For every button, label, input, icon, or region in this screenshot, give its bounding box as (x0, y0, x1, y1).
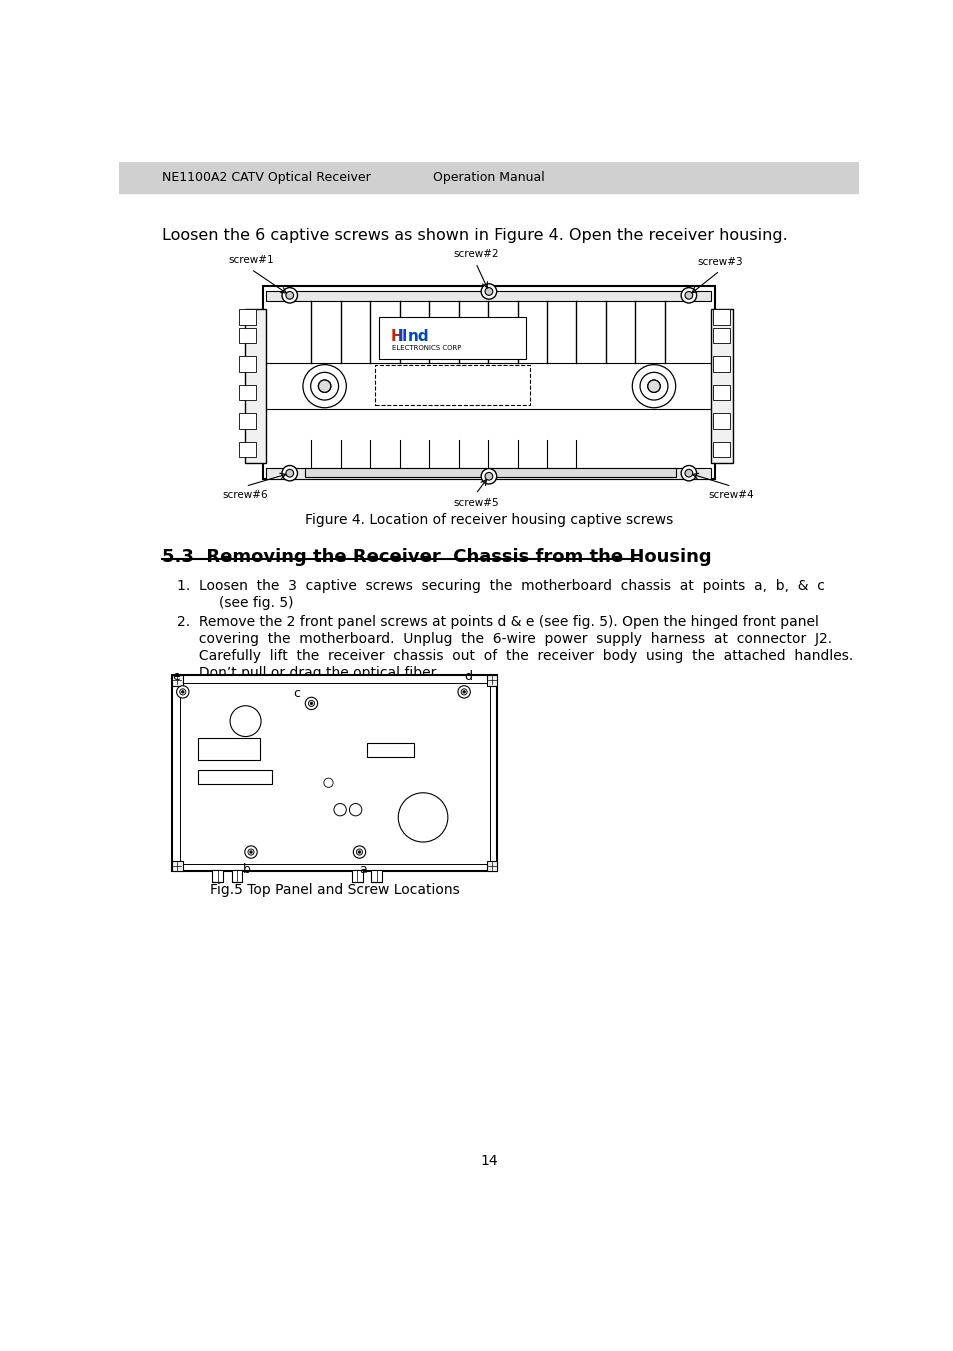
Bar (172, 676, 183, 686)
Bar (712, 442, 729, 457)
Bar (212, 870, 223, 882)
Text: Carefully  lift  the  receiver  chassis  out  of  the  receiver  body  using  th: Carefully lift the receiver chassis out … (177, 648, 853, 663)
Bar (239, 328, 256, 343)
Text: Fig.5 Top Panel and Screw Locations: Fig.5 Top Panel and Screw Locations (210, 882, 459, 897)
Text: screw#3: screw#3 (697, 257, 741, 267)
Bar (712, 357, 729, 372)
Circle shape (480, 284, 497, 299)
Bar (378, 317, 525, 359)
Bar (179, 682, 489, 863)
Text: 2.  Remove the 2 front panel screws at points d & e (see fig. 5). Open the hinge: 2. Remove the 2 front panel screws at po… (177, 615, 819, 628)
Circle shape (286, 292, 294, 299)
Circle shape (647, 380, 659, 392)
Text: e: e (172, 670, 180, 682)
Text: c: c (294, 686, 300, 700)
Bar (198, 738, 260, 759)
Circle shape (680, 288, 696, 303)
Circle shape (358, 851, 360, 854)
Bar (239, 357, 256, 372)
Circle shape (353, 846, 365, 858)
Bar (198, 770, 272, 785)
Circle shape (334, 804, 346, 816)
Bar (711, 309, 732, 463)
Text: a: a (359, 863, 367, 875)
Text: screw#1: screw#1 (228, 255, 274, 265)
Text: Loosen the 6 captive screws as shown in Figure 4. Open the receiver housing.: Loosen the 6 captive screws as shown in … (162, 228, 787, 243)
Text: screw#6: screw#6 (223, 490, 268, 500)
Circle shape (305, 697, 317, 709)
Bar (239, 442, 256, 457)
Circle shape (179, 689, 186, 694)
Circle shape (308, 700, 314, 707)
Bar (375, 365, 530, 405)
Bar (266, 290, 711, 301)
Text: ll: ll (397, 328, 408, 343)
Circle shape (480, 469, 497, 484)
Bar (712, 328, 729, 343)
Text: 1.  Loosen  the  3  captive  screws  securing  the  motherboard  chassis  at  po: 1. Loosen the 3 captive screws securing … (177, 578, 824, 593)
Bar (172, 861, 183, 871)
Circle shape (397, 793, 447, 842)
Text: screw#5: screw#5 (453, 497, 498, 508)
Bar (712, 385, 729, 400)
Circle shape (250, 851, 252, 854)
Bar (305, 467, 675, 477)
Text: 5.3  Removing the Receiver  Chassis from the Housing: 5.3 Removing the Receiver Chassis from t… (162, 549, 711, 566)
Circle shape (684, 469, 692, 477)
Text: (see fig. 5): (see fig. 5) (196, 596, 293, 609)
Text: NE1100A2 CATV Optical Receiver: NE1100A2 CATV Optical Receiver (162, 172, 370, 184)
Bar (232, 870, 242, 882)
Circle shape (349, 804, 361, 816)
Bar (371, 870, 381, 882)
Text: ELECTRONICS CORP: ELECTRONICS CORP (392, 345, 461, 351)
Text: d: d (463, 670, 472, 682)
Circle shape (462, 690, 465, 693)
Text: 14: 14 (479, 1154, 497, 1167)
Bar (367, 743, 414, 758)
Bar (239, 413, 256, 428)
Circle shape (484, 288, 493, 296)
Text: Figure 4. Location of receiver housing captive screws: Figure 4. Location of receiver housing c… (304, 513, 673, 527)
Circle shape (460, 689, 467, 694)
Circle shape (181, 690, 184, 693)
Bar (712, 309, 729, 324)
Circle shape (286, 469, 294, 477)
Bar (245, 309, 266, 463)
Circle shape (282, 288, 297, 303)
Bar (172, 676, 497, 871)
Text: Operation Manual: Operation Manual (433, 172, 544, 184)
Text: Don’t pull or drag the optical fiber.: Don’t pull or drag the optical fiber. (177, 666, 439, 680)
Text: screw#4: screw#4 (708, 490, 754, 500)
Bar (352, 870, 362, 882)
Bar (239, 309, 256, 324)
Circle shape (248, 848, 253, 855)
Circle shape (282, 466, 297, 481)
Circle shape (680, 466, 696, 481)
Text: covering  the  motherboard.  Unplug  the  6-wire  power  supply  harness  at  co: covering the motherboard. Unplug the 6-w… (177, 632, 832, 646)
Bar (486, 676, 497, 686)
Circle shape (684, 292, 692, 299)
Circle shape (310, 703, 313, 705)
Text: nd: nd (407, 328, 429, 343)
Bar (119, 162, 858, 193)
Circle shape (176, 686, 189, 698)
Circle shape (245, 846, 257, 858)
Bar (712, 413, 729, 428)
Circle shape (230, 705, 261, 736)
Bar (262, 286, 715, 478)
Circle shape (318, 380, 331, 392)
Text: b: b (243, 863, 251, 875)
Bar (486, 861, 497, 871)
Circle shape (323, 778, 333, 788)
Bar (239, 385, 256, 400)
Circle shape (356, 848, 362, 855)
Circle shape (457, 686, 470, 698)
Circle shape (484, 473, 493, 480)
Bar (266, 467, 711, 478)
Text: screw#2: screw#2 (453, 249, 498, 259)
Text: H: H (390, 328, 403, 343)
